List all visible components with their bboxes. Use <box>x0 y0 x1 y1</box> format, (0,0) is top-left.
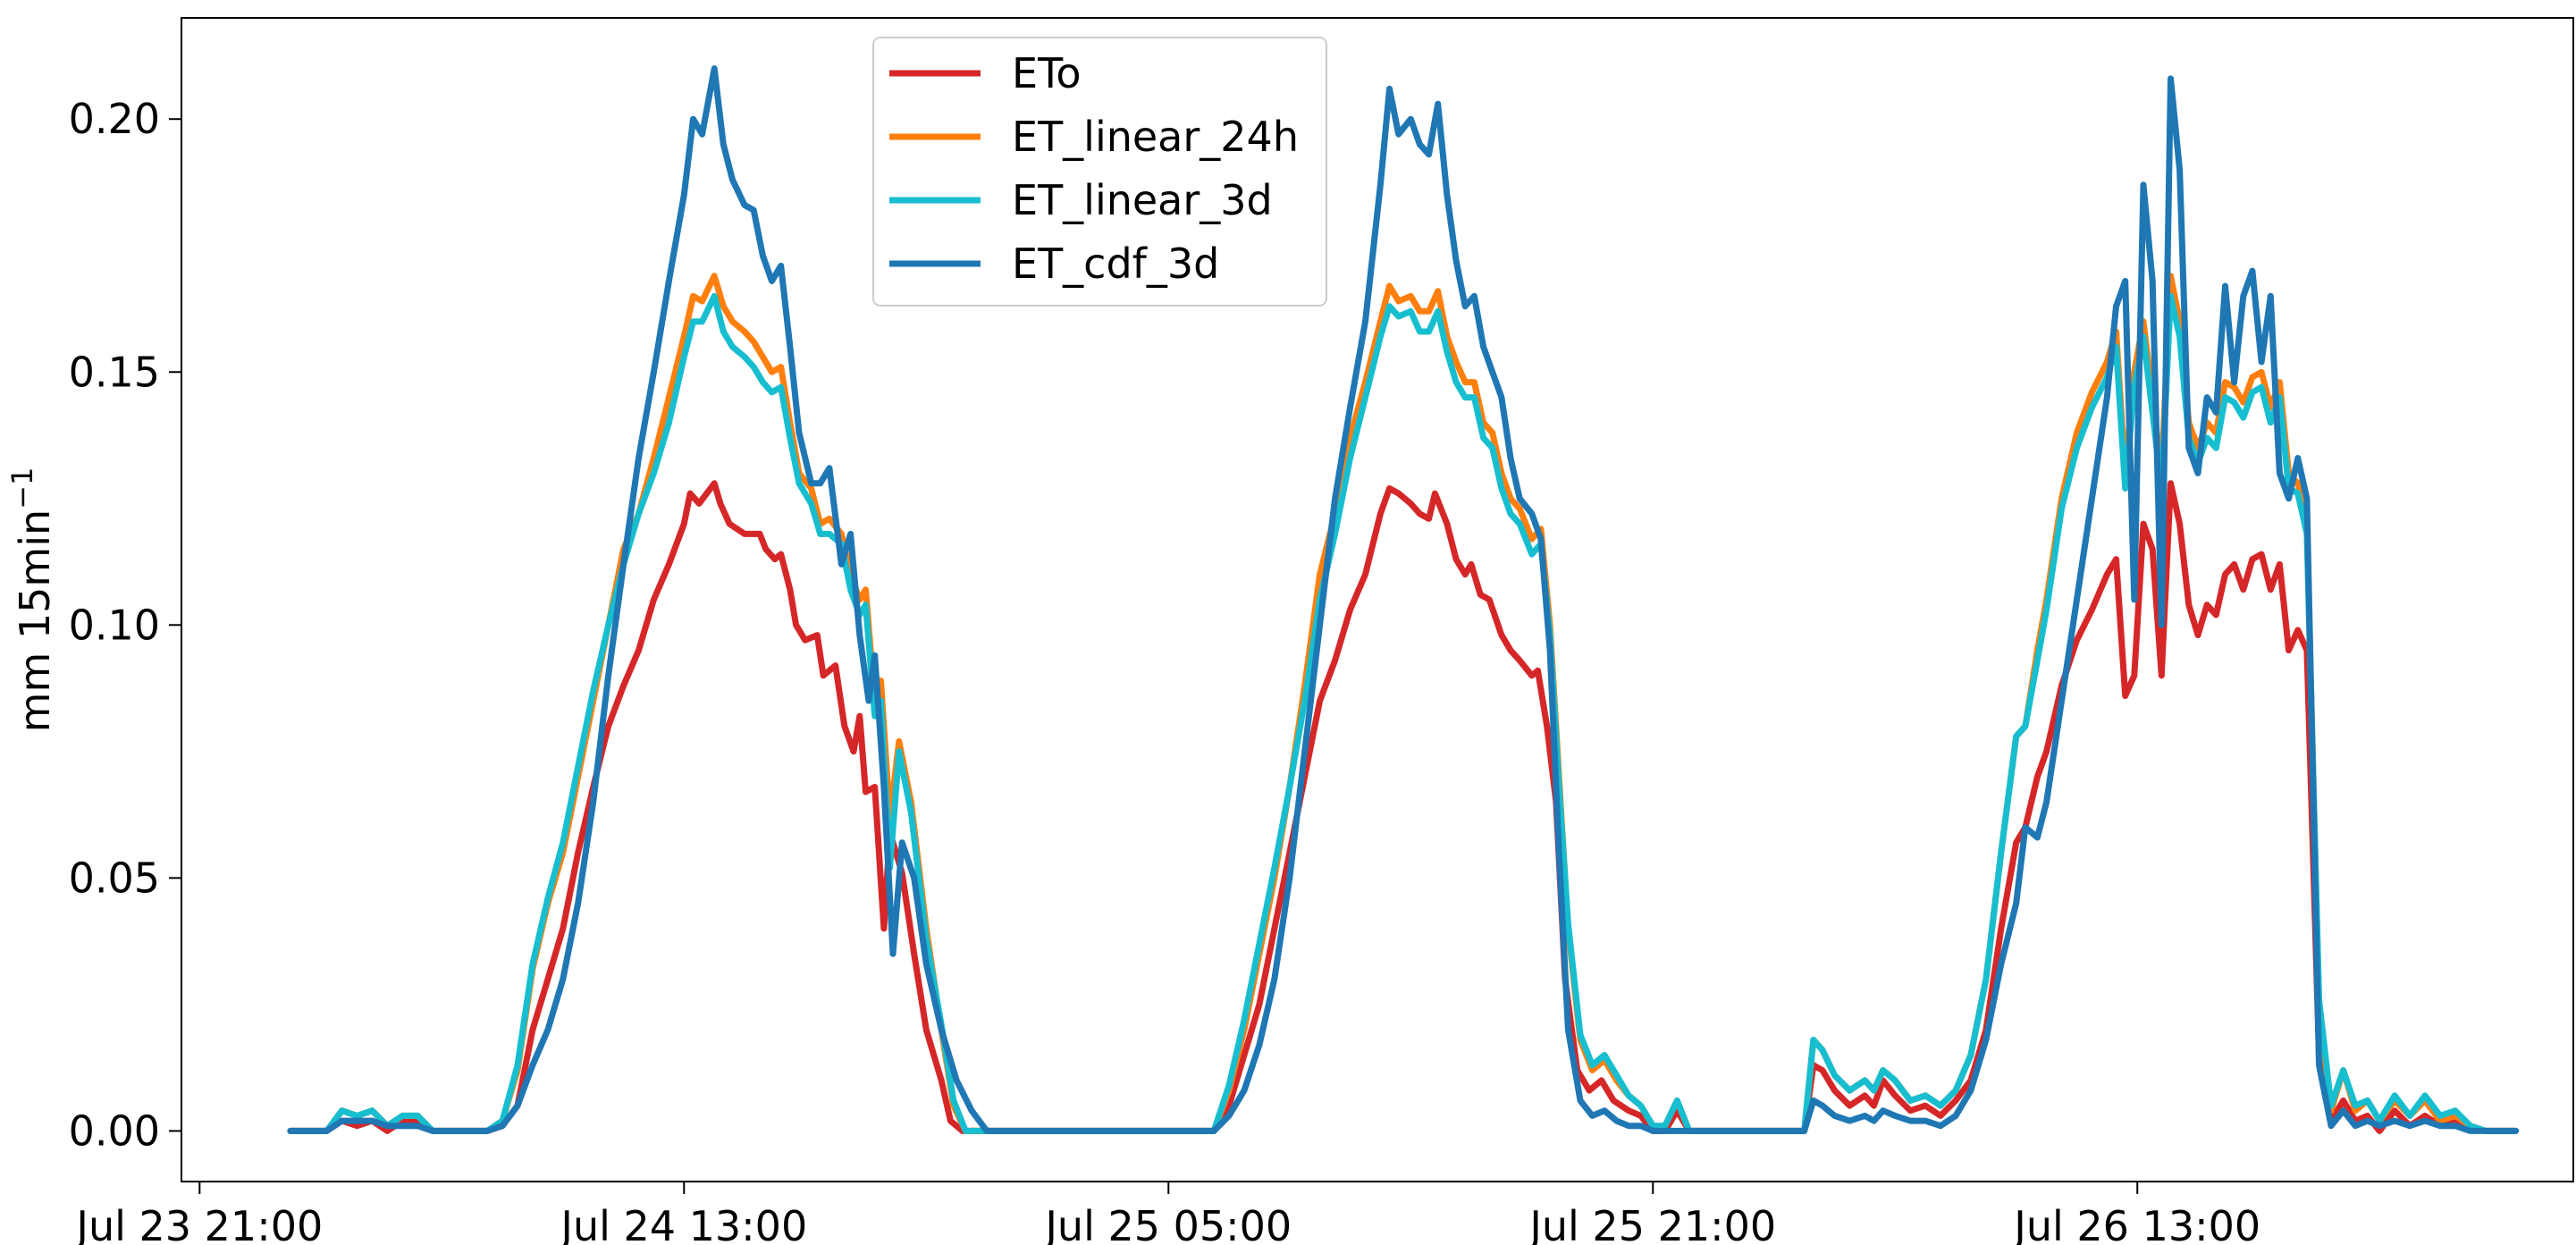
x-tick-label: Jul 23 21:00 <box>73 1202 323 1245</box>
series-line-eto <box>287 480 2520 1134</box>
series-line-et-cdf-3d <box>287 65 2520 1134</box>
y-tick-label: 0.00 <box>69 1106 160 1155</box>
legend-frame <box>872 37 1327 307</box>
legend-label: ET_linear_3d <box>1012 176 1273 224</box>
y-axis-label-text: mm 15min <box>11 509 59 733</box>
x-tick-label: Jul 26 13:00 <box>2011 1202 2260 1245</box>
y-tick-label: 0.05 <box>69 854 160 902</box>
legend-label: ETo <box>1012 49 1082 97</box>
series-line-et-linear-3d <box>287 292 2520 1134</box>
y-axis-ticks: 0.00 0.05 0.10 0.15 0.20 <box>69 95 181 1155</box>
y-tick-label: 0.15 <box>69 348 160 396</box>
series-layer <box>287 65 2520 1134</box>
x-tick-label: Jul 25 21:00 <box>1527 1202 1776 1245</box>
legend: ETo ET_linear_24h ET_linear_3d ET_cdf_3d <box>872 37 1327 307</box>
y-tick-label: 0.20 <box>69 95 160 143</box>
legend-label: ET_linear_24h <box>1012 113 1299 161</box>
x-tick-label: Jul 25 05:00 <box>1042 1202 1292 1245</box>
y-axis-label: mm 15min−1 <box>5 467 59 733</box>
plot-frame <box>181 17 2574 1182</box>
y-axis-label-superscript: −1 <box>5 467 39 509</box>
y-tick-label: 0.10 <box>69 601 160 649</box>
legend-label: ET_cdf_3d <box>1012 240 1219 288</box>
series-line-et-linear-24h <box>287 273 2520 1134</box>
x-tick-label: Jul 24 13:00 <box>558 1202 807 1245</box>
x-axis-ticks: Jul 23 21:00 Jul 24 13:00 Jul 25 05:00 Jul … <box>73 1182 2260 1245</box>
